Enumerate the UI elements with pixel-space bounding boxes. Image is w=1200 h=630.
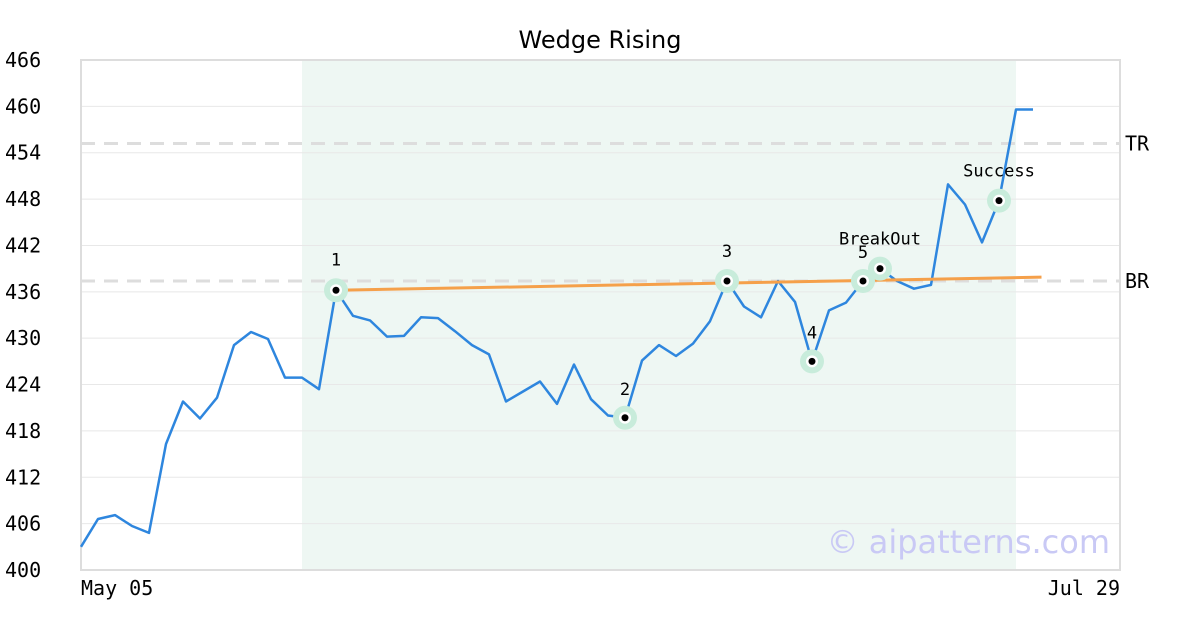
- chart-title: Wedge Rising: [519, 26, 682, 54]
- y-tick-label: 430: [5, 326, 41, 350]
- marker-label: 3: [722, 242, 732, 262]
- marker-point: [808, 357, 816, 365]
- y-tick-label: 466: [5, 48, 41, 72]
- marker-point: [723, 277, 731, 285]
- pattern-highlight-region: [302, 60, 1016, 570]
- marker-label: 2: [620, 380, 630, 400]
- marker-label: 4: [807, 323, 817, 343]
- y-tick-label: 406: [5, 512, 41, 536]
- x-tick-label: May 05: [81, 576, 153, 600]
- trendline: [335, 275, 1042, 292]
- marker-label: Success: [963, 162, 1035, 182]
- reference-line-label: BR: [1125, 269, 1150, 293]
- y-tick-label: 412: [5, 465, 41, 489]
- marker-point: [621, 414, 629, 422]
- marker-label: 5: [858, 243, 868, 263]
- y-tick-label: 400: [5, 558, 41, 582]
- x-axis-ticks: May 05 Jul 29: [81, 576, 1120, 600]
- plot-frame: [80, 59, 1121, 571]
- marker-point: [995, 197, 1003, 205]
- marker-point: [332, 286, 340, 294]
- y-tick-label: 436: [5, 280, 41, 304]
- y-axis-ticks: 400 406 412 418 424 430 436 442 448 454 460 466: [5, 48, 41, 582]
- marker-label: BreakOut: [839, 230, 921, 250]
- y-tick-label: 460: [5, 94, 41, 118]
- x-tick-label: Jul 29: [1048, 576, 1120, 600]
- marker-point: [859, 277, 867, 285]
- y-tick-label: 448: [5, 187, 41, 211]
- reference-line-label: TR: [1125, 131, 1150, 155]
- marker-point: [876, 265, 884, 273]
- y-tick-label: 442: [5, 233, 41, 257]
- y-tick-label: 418: [5, 419, 41, 443]
- marker-label: 1: [331, 250, 341, 270]
- y-tick-label: 424: [5, 373, 41, 397]
- y-tick-label: 454: [5, 141, 41, 165]
- reference-lines: TR BR: [81, 131, 1150, 293]
- watermark: © aipatterns.com: [827, 523, 1110, 561]
